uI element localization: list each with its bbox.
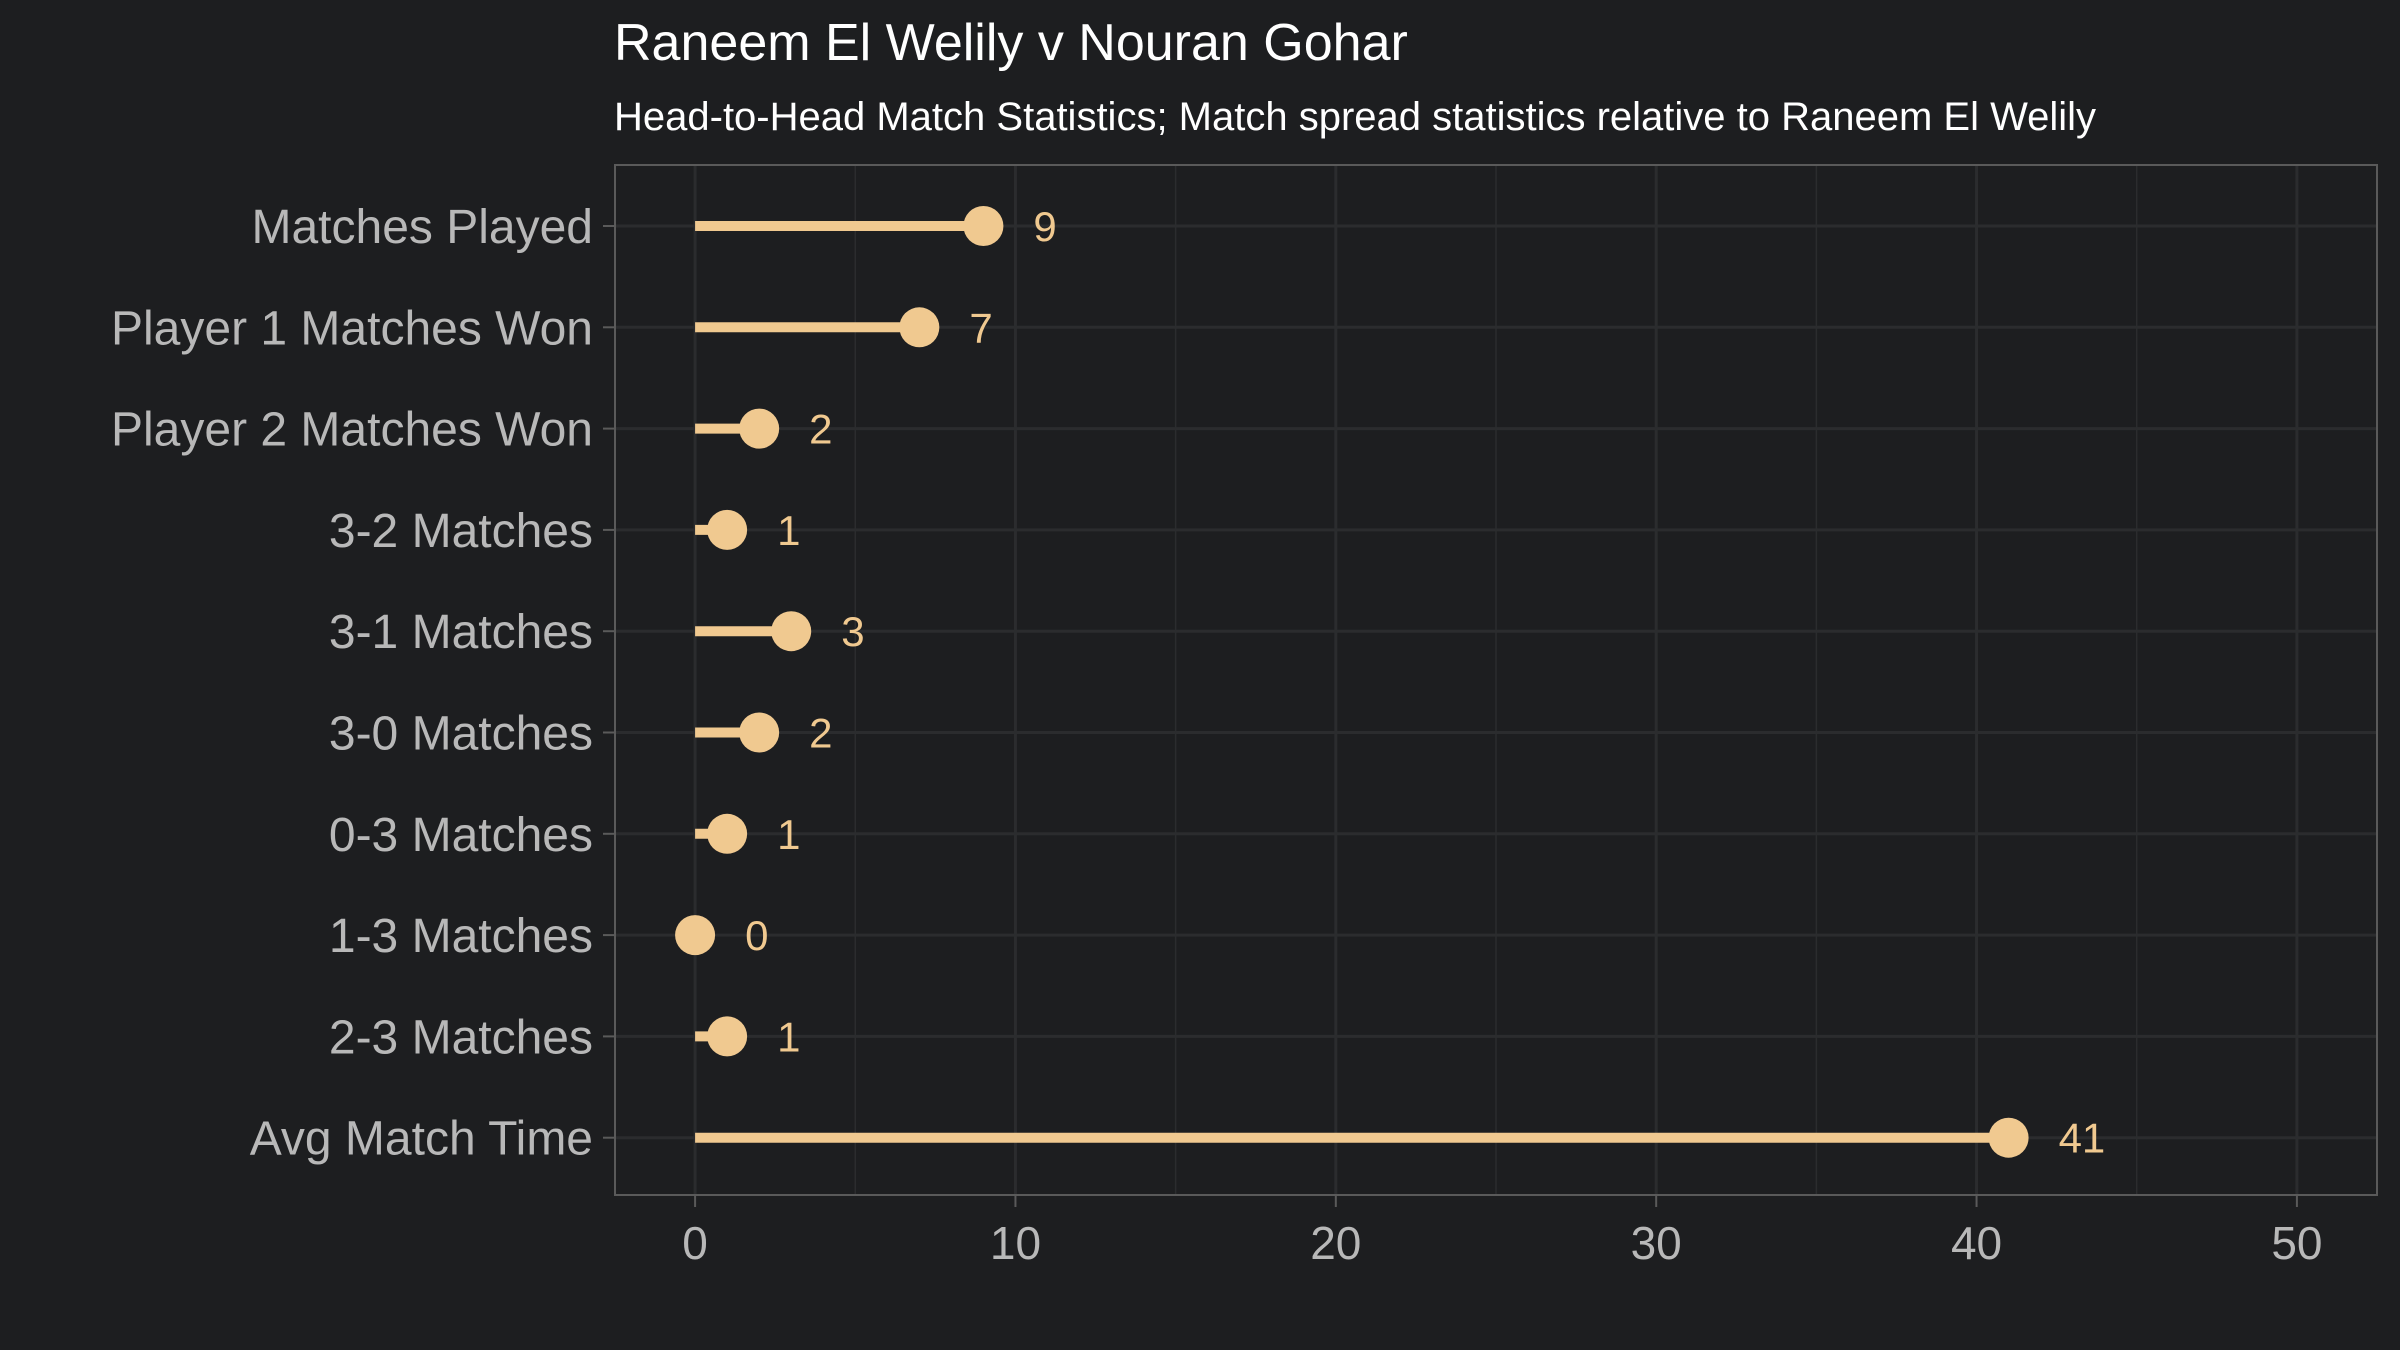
category-label: Matches Played xyxy=(251,201,593,254)
value-label: 7 xyxy=(969,304,992,351)
category-label: 0-3 Matches xyxy=(329,809,593,862)
lollipop-point xyxy=(707,509,748,550)
lollipop-point xyxy=(739,712,780,753)
lollipop-point xyxy=(739,408,780,449)
x-tick-label: 30 xyxy=(1631,1217,1682,1269)
category-label: 3-0 Matches xyxy=(329,708,593,761)
value-label: 41 xyxy=(2059,1115,2106,1162)
category-label: 2-3 Matches xyxy=(329,1011,593,1064)
category-label: 3-2 Matches xyxy=(329,505,593,558)
category-label: 1-3 Matches xyxy=(329,910,593,963)
lollipop-point xyxy=(707,1016,748,1057)
value-label: 2 xyxy=(809,406,832,453)
value-label: 1 xyxy=(777,1013,800,1060)
category-label: Player 2 Matches Won xyxy=(111,404,593,457)
chart-title: Raneem El Welily v Nouran Gohar xyxy=(614,14,1408,72)
lollipop-point xyxy=(899,307,940,348)
category-label: Avg Match Time xyxy=(250,1113,593,1166)
data-marks: 9 7 2 1 3 2 1 0 1 41 xyxy=(675,203,2105,1162)
lollipop-point xyxy=(771,611,812,652)
lollipop-point xyxy=(1988,1117,2029,1158)
x-tick-label: 0 xyxy=(682,1217,708,1269)
value-label: 2 xyxy=(809,710,832,757)
value-label: 0 xyxy=(745,912,768,959)
x-tick-label: 10 xyxy=(990,1217,1041,1269)
chart-subtitle: Head-to-Head Match Statistics; Match spr… xyxy=(614,95,2096,139)
category-label: 3-1 Matches xyxy=(329,606,593,659)
value-label: 1 xyxy=(777,507,800,554)
lollipop-point xyxy=(675,915,716,956)
x-tick-label: 50 xyxy=(2271,1217,2322,1269)
lollipop-point xyxy=(963,206,1004,246)
value-label: 9 xyxy=(1033,203,1056,250)
category-label: Player 1 Matches Won xyxy=(111,302,593,355)
value-label: 1 xyxy=(777,811,800,858)
value-label: 3 xyxy=(841,608,864,655)
x-tick-label: 40 xyxy=(1951,1217,2002,1269)
lollipop-point xyxy=(707,813,748,854)
plot-frame xyxy=(614,164,2378,1196)
grid xyxy=(615,165,2377,1195)
x-tick-label: 20 xyxy=(1310,1217,1361,1269)
